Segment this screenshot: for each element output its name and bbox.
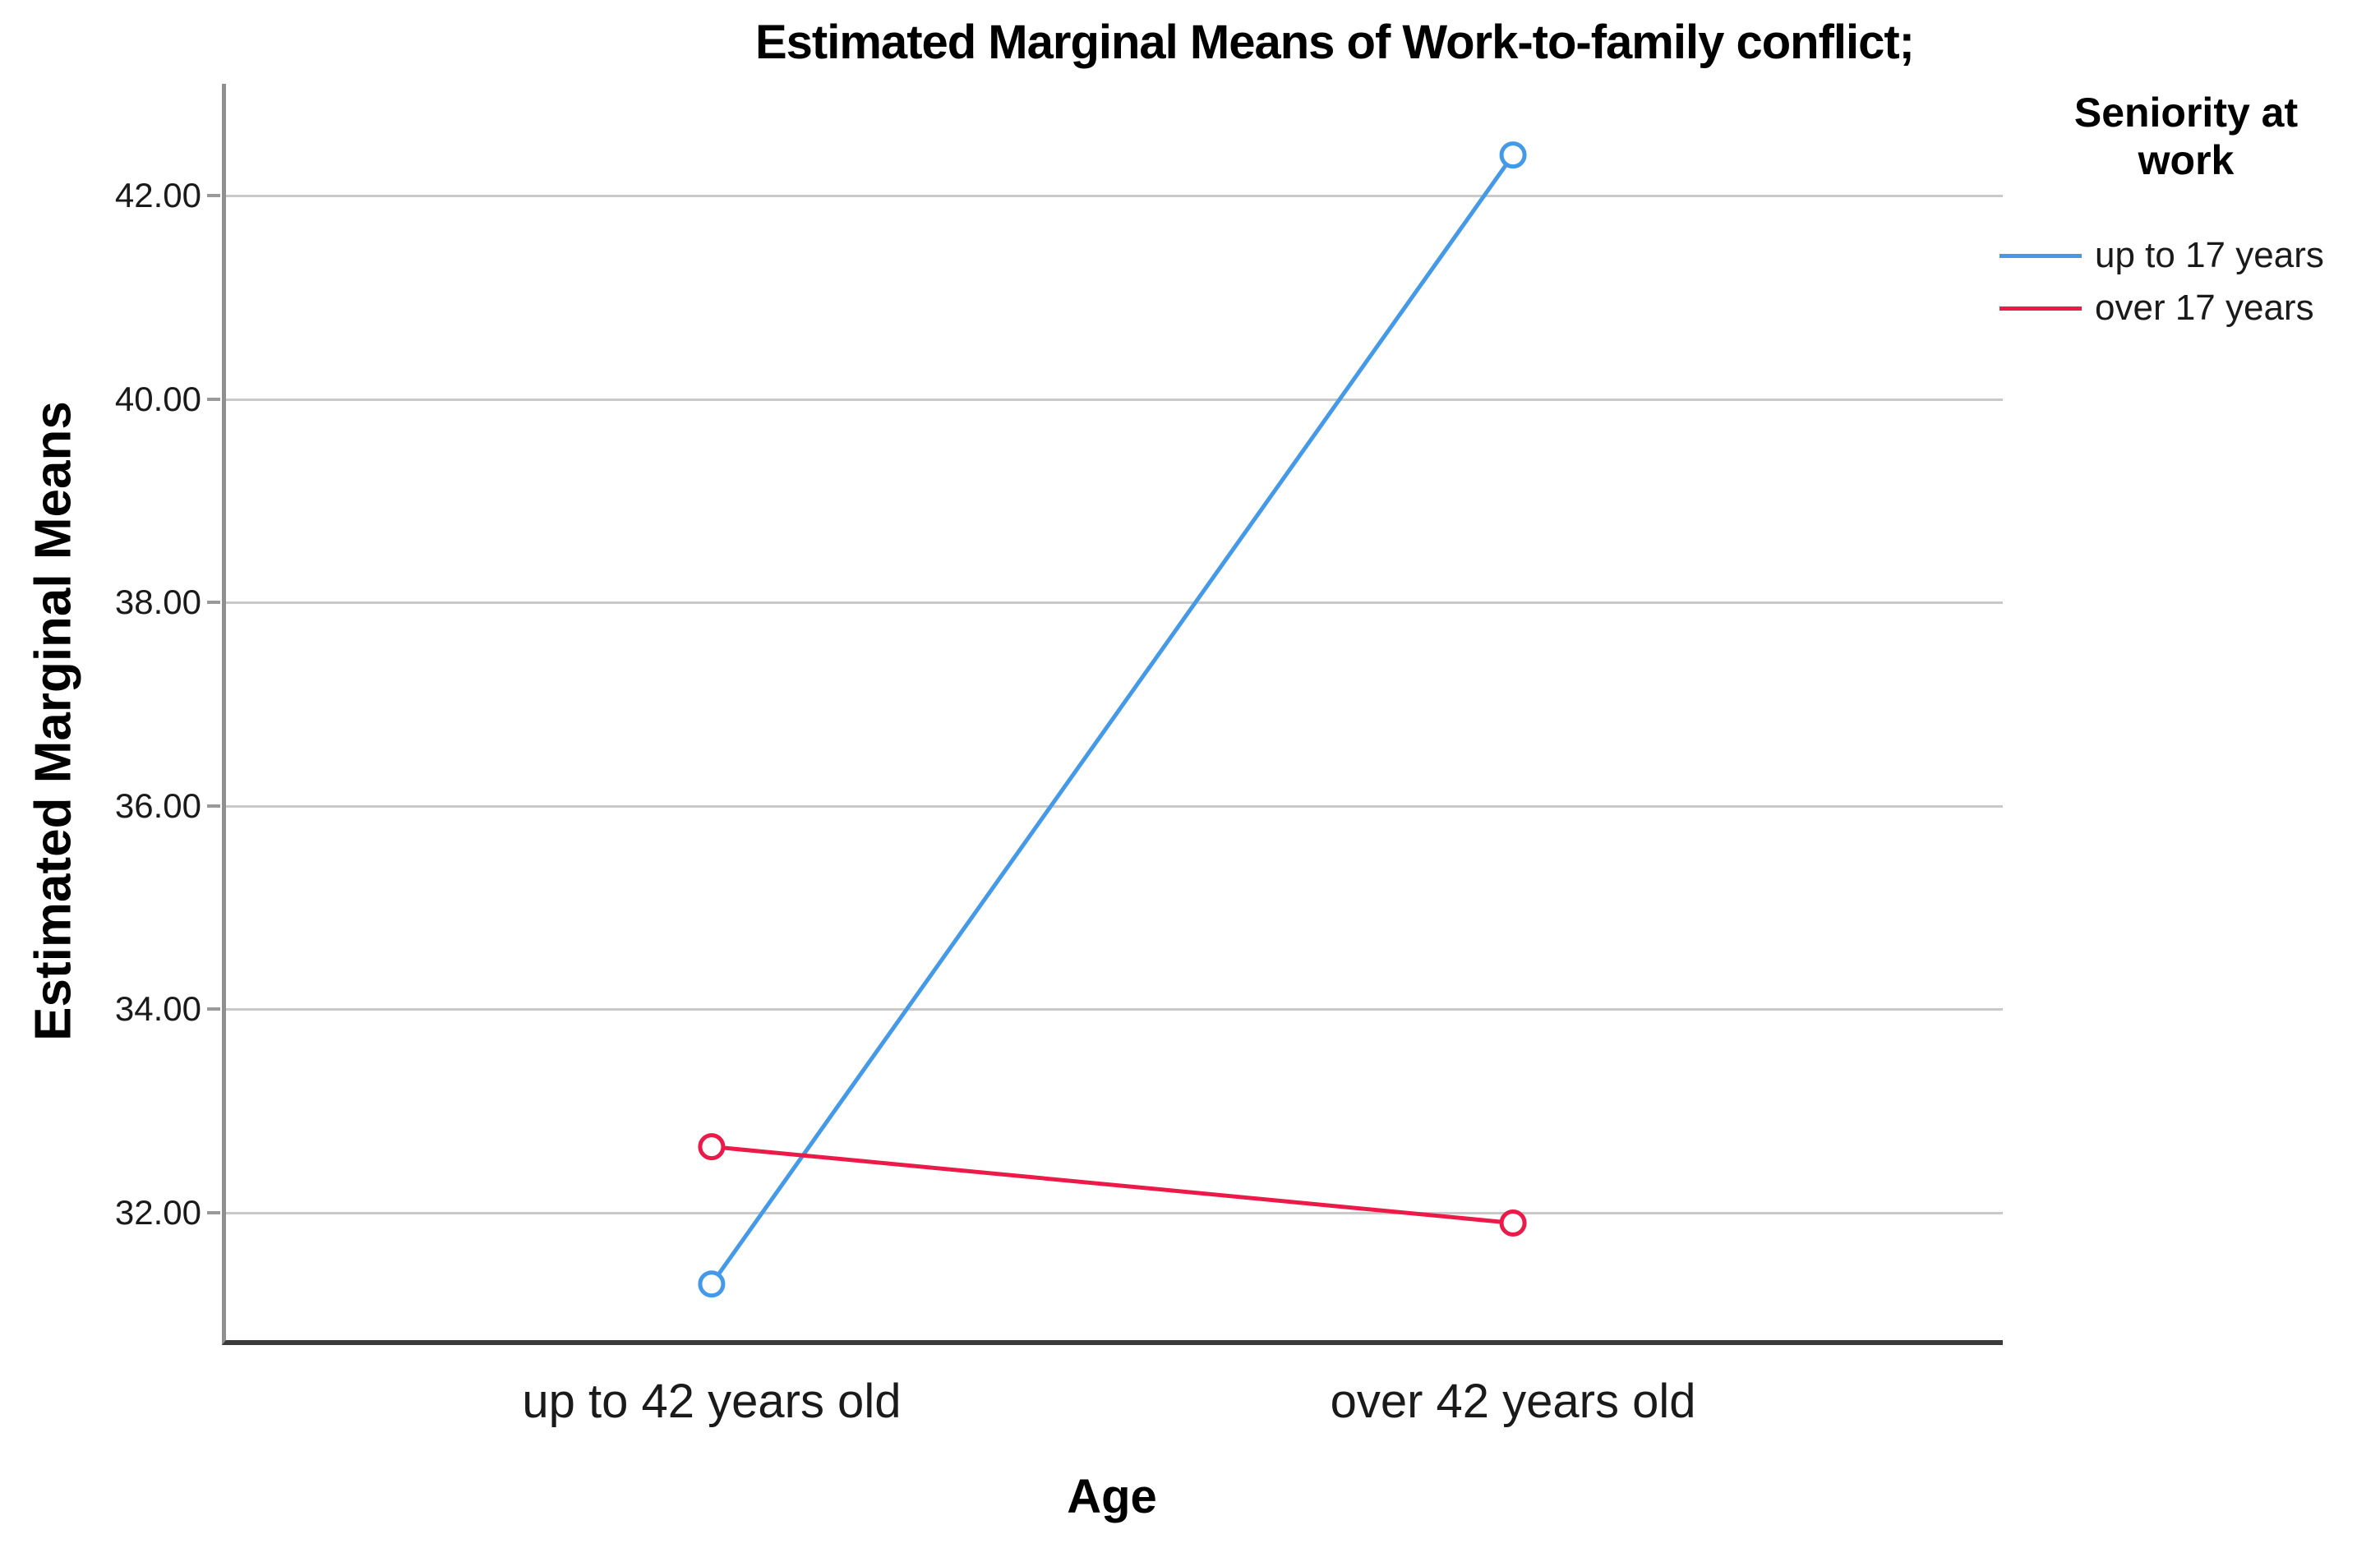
series-line — [711, 1145, 1514, 1225]
legend: Seniority at work up to 17 years over 17 … — [1993, 89, 2379, 328]
y-gridline — [226, 1212, 2003, 1215]
y-gridline — [226, 1008, 2003, 1011]
series-line — [709, 154, 1515, 1286]
x-category-label: over 42 years old — [1330, 1375, 1696, 1428]
legend-item: up to 17 years — [1999, 235, 2379, 275]
y-tick-label: 38.00 — [114, 583, 201, 622]
legend-title: Seniority at work — [2073, 90, 2299, 183]
legend-swatch — [1999, 253, 2082, 258]
legend-item-label: up to 17 years — [2095, 235, 2324, 275]
y-axis-tick — [207, 1211, 220, 1215]
series-lines — [698, 141, 1527, 1298]
data-point-marker — [1499, 141, 1527, 169]
y-tick-label: 42.00 — [114, 176, 201, 215]
y-tick-label: 36.00 — [114, 786, 201, 825]
x-axis-title: Age — [1067, 1470, 1157, 1523]
legend-item-label: over 17 years — [2095, 288, 2314, 328]
y-tick-label: 34.00 — [114, 989, 201, 1029]
legend-items: up to 17 years over 17 years — [1999, 235, 2379, 342]
legend-swatch — [1999, 306, 2082, 311]
legend-item: over 17 years — [1999, 288, 2379, 328]
data-point-marker — [698, 1133, 726, 1161]
y-tick-label: 40.00 — [114, 379, 201, 418]
y-axis-title: Estimated Marginal Means — [25, 401, 82, 1041]
data-point-marker — [1499, 1209, 1527, 1237]
y-axis-tick — [207, 1007, 220, 1011]
chart-title: Estimated Marginal Means of Work-to-fami… — [754, 16, 1915, 69]
y-axis-tick — [207, 601, 220, 605]
plot-area — [222, 84, 2003, 1345]
x-category-label: up to 42 years old — [522, 1375, 902, 1428]
y-axis-tick — [207, 804, 220, 808]
data-point-marker — [698, 1270, 726, 1298]
y-gridline — [226, 195, 2003, 198]
y-gridline — [226, 601, 2003, 605]
y-axis-tick — [207, 397, 220, 401]
y-tick-label: 32.00 — [114, 1193, 201, 1232]
y-gridline — [226, 804, 2003, 808]
y-gridline — [226, 398, 2003, 401]
y-axis-tick — [207, 194, 220, 198]
